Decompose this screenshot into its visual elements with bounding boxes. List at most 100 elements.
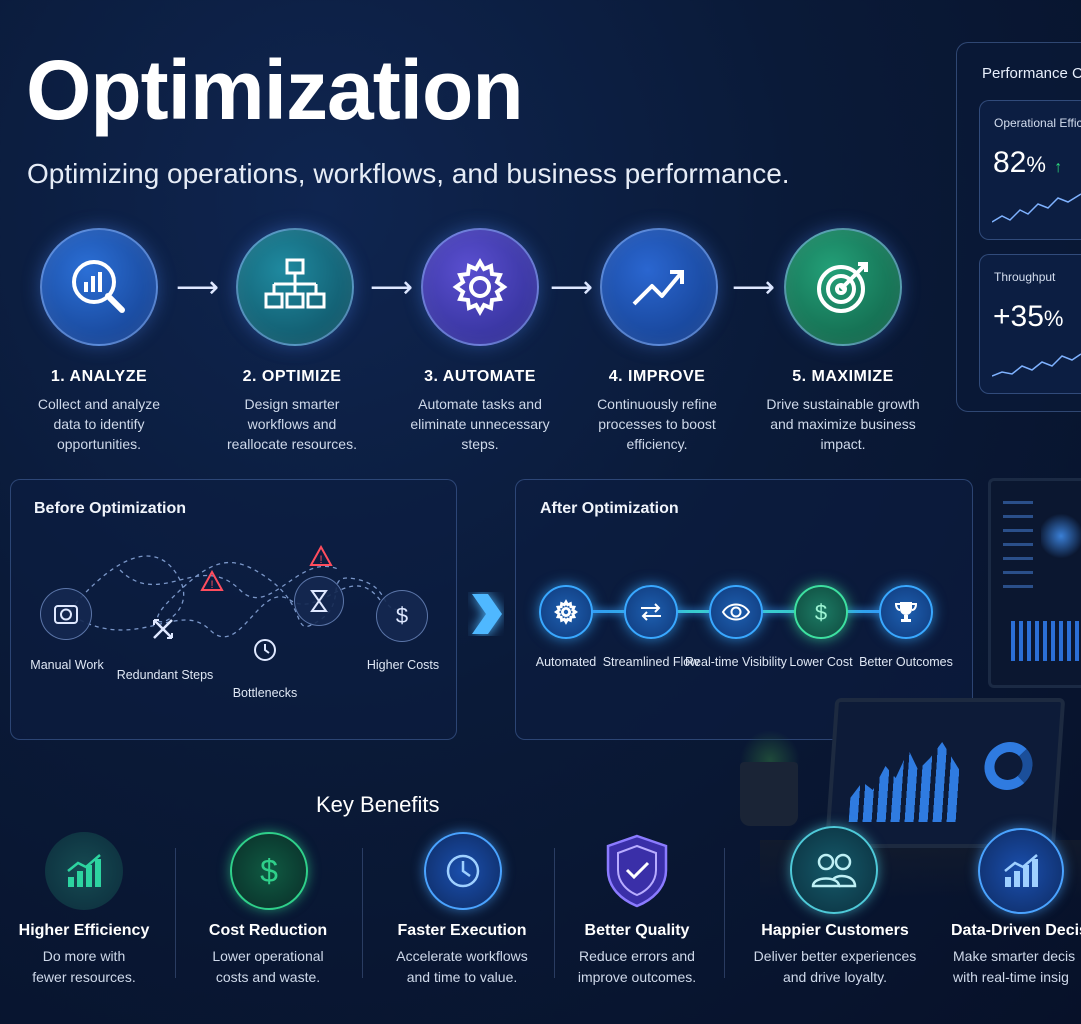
camera-icon bbox=[54, 605, 78, 624]
bar-growth-icon bbox=[67, 854, 101, 887]
svg-text:!: ! bbox=[210, 579, 213, 591]
after-node-streamlined bbox=[624, 585, 678, 639]
step-title-analyze: 1. ANALYZE bbox=[50, 368, 148, 385]
step-analyze-circle bbox=[40, 228, 158, 346]
warning-icon: ! bbox=[309, 545, 333, 566]
perf-value-efficiency: 82% ↑ bbox=[993, 146, 1063, 179]
benefit-data-icon bbox=[978, 828, 1064, 914]
dollar-icon: $ bbox=[260, 853, 278, 889]
gear-icon bbox=[452, 257, 508, 317]
benefit-title-data: Data-Driven Decis bbox=[951, 922, 1081, 939]
performance-panel-title: Performance C bbox=[982, 65, 1081, 82]
dollar-icon: $ bbox=[815, 600, 827, 625]
after-node-visibility bbox=[709, 585, 763, 639]
benefit-desc-quality: Reduce errors and improve outcomes. bbox=[577, 948, 697, 985]
step-improve-circle bbox=[600, 228, 718, 346]
step-title-improve: 4. IMPROVE bbox=[608, 368, 706, 385]
benefit-desc-data: Make smarter decis with real-time insig bbox=[953, 948, 1076, 985]
before-node-manual-work bbox=[40, 588, 92, 640]
divider bbox=[362, 848, 363, 978]
benefit-customers-icon bbox=[790, 826, 878, 914]
step-desc-optimize: Design smarter workflows and reallocate re… bbox=[227, 396, 357, 452]
after-label-outcomes: Better Outcomes bbox=[859, 655, 953, 669]
benefit-desc-customers: Deliver better experiences and drive loya… bbox=[753, 948, 917, 985]
benefit-quality-icon bbox=[598, 832, 676, 910]
divider bbox=[554, 848, 555, 978]
svg-text:$: $ bbox=[260, 853, 278, 889]
target-icon bbox=[817, 262, 868, 313]
step-desc-analyze: Collect and analyze data to identify oppor… bbox=[37, 396, 161, 452]
tangled-paths bbox=[69, 555, 401, 638]
monitor-illustration bbox=[988, 478, 1081, 688]
benefit-faster-icon bbox=[424, 832, 502, 910]
users-icon bbox=[811, 853, 857, 888]
perf-label-efficiency: Operational Effic bbox=[994, 116, 1081, 130]
after-node-automated bbox=[539, 585, 593, 639]
before-label-higher-costs: Higher Costs bbox=[366, 658, 440, 672]
benefit-title-cost: Cost Reduction bbox=[208, 922, 328, 939]
clock-icon bbox=[446, 854, 480, 888]
arrow-right-icon: ⟶ bbox=[732, 271, 776, 304]
bar-growth-icon bbox=[1004, 854, 1038, 887]
page-title: Optimization bbox=[26, 43, 524, 137]
benefit-desc-faster: Accelerate workflows and time to value. bbox=[396, 948, 528, 985]
chevron-right-icon bbox=[472, 594, 502, 634]
step-title-maximize: 5. MAXIMIZE bbox=[792, 368, 894, 385]
eye-icon bbox=[721, 603, 751, 621]
arrows-icon bbox=[641, 603, 661, 621]
benefit-title-quality: Better Quality bbox=[584, 922, 690, 939]
benefit-title-customers: Happier Customers bbox=[761, 922, 909, 939]
step-optimize-circle bbox=[236, 228, 354, 346]
before-label-manual-work: Manual Work bbox=[30, 658, 104, 672]
org-chart-icon bbox=[264, 258, 326, 309]
magnifier-chart-icon bbox=[72, 260, 125, 313]
before-label-redundant: Redundant Steps bbox=[116, 668, 214, 682]
after-label-lower-cost: Lower Cost bbox=[789, 655, 853, 669]
benefit-desc-efficiency: Do more with fewer resources. bbox=[32, 948, 136, 985]
shield-check-icon bbox=[606, 834, 668, 908]
trend-up-icon bbox=[632, 270, 684, 306]
before-node-hourglass bbox=[294, 576, 344, 626]
cross-arrows-icon bbox=[153, 619, 173, 639]
dollar-icon: $ bbox=[396, 603, 408, 628]
divider bbox=[175, 848, 176, 978]
gear-icon bbox=[553, 599, 579, 625]
perf-card-throughput bbox=[979, 254, 1081, 394]
perf-value-throughput: +35% bbox=[993, 300, 1064, 333]
benefit-desc-cost: Lower operational costs and waste. bbox=[212, 948, 324, 985]
benefit-cost-icon: $ bbox=[230, 832, 308, 910]
mug-illustration bbox=[740, 762, 798, 826]
page-subtitle: Optimizing operations, workflows, and bu… bbox=[27, 158, 790, 189]
sparkline-throughput bbox=[992, 353, 1081, 377]
benefits-title: Key Benefits bbox=[316, 792, 440, 817]
before-node-redundant bbox=[140, 606, 186, 652]
step-title-optimize: 2. OPTIMIZE bbox=[242, 368, 342, 385]
sparkline-efficiency bbox=[992, 193, 1081, 223]
after-label-streamlined: Streamlined Flow bbox=[602, 655, 700, 669]
trophy-icon bbox=[894, 602, 918, 622]
divider bbox=[724, 848, 725, 978]
before-panel-title: Before Optimization bbox=[34, 500, 187, 517]
after-node-outcomes bbox=[879, 585, 933, 639]
perf-label-throughput: Throughput bbox=[994, 270, 1056, 284]
benefit-efficiency-icon bbox=[45, 832, 123, 910]
arrow-right-icon: ⟶ bbox=[550, 271, 594, 304]
after-label-automated: Automated bbox=[535, 655, 597, 669]
after-label-visibility: Real-time Visibility bbox=[685, 655, 787, 669]
before-label-bottlenecks: Bottlenecks bbox=[232, 686, 298, 700]
after-panel-title: After Optimization bbox=[540, 500, 679, 517]
before-node-higher-costs: $ bbox=[376, 590, 428, 642]
step-maximize-circle bbox=[784, 228, 902, 346]
svg-text:$: $ bbox=[396, 603, 408, 628]
after-node-lower-cost: $ bbox=[794, 585, 848, 639]
hourglass-icon bbox=[310, 590, 328, 612]
perf-card-efficiency bbox=[979, 100, 1081, 240]
step-automate-circle bbox=[421, 228, 539, 346]
svg-text:!: ! bbox=[319, 554, 322, 566]
trend-up-arrow-icon: ↑ bbox=[1054, 159, 1063, 176]
clock-icon bbox=[254, 639, 276, 661]
warning-icon: ! bbox=[200, 570, 224, 591]
before-node-bottlenecks bbox=[244, 628, 286, 670]
step-desc-maximize: Drive sustainable growth and maximize bus… bbox=[766, 396, 920, 452]
laptop-illustration bbox=[824, 698, 1066, 848]
